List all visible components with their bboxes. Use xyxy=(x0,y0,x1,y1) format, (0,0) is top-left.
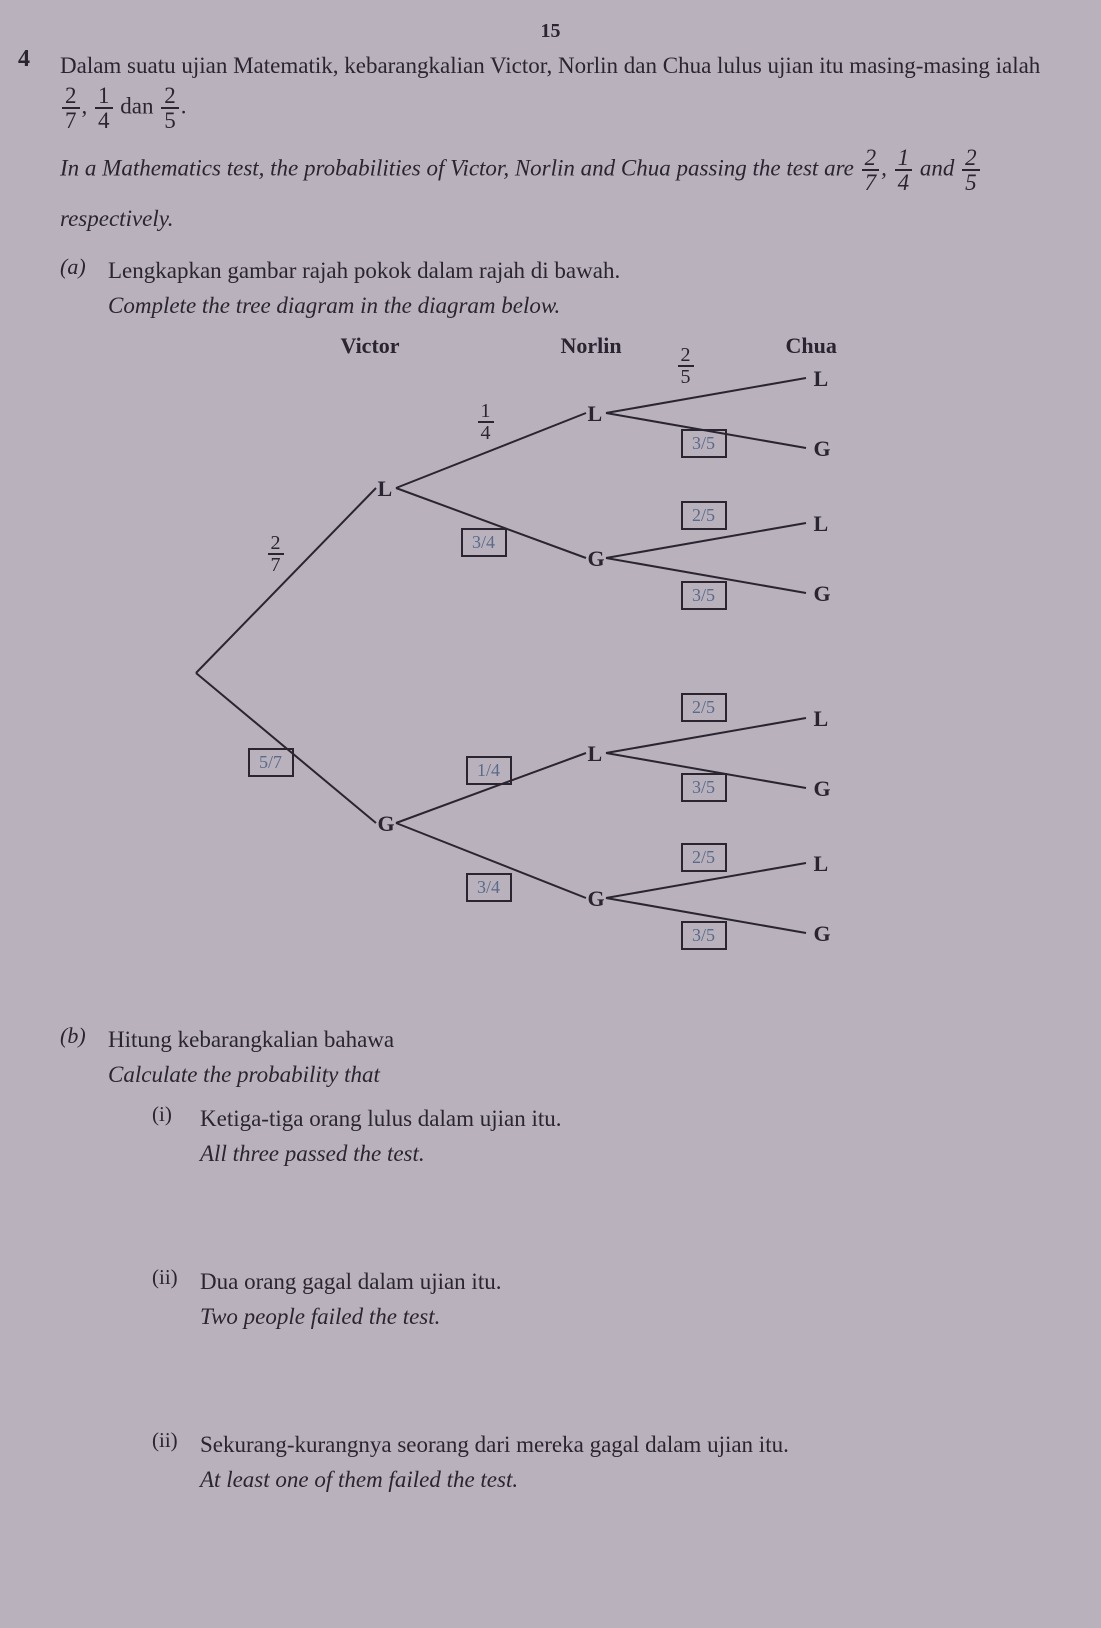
stem-ms: Dalam suatu ujian Matematik, kebarangkal… xyxy=(60,49,1051,132)
part-a: (a) Lengkapkan gambar rajah pokok dalam … xyxy=(60,254,1051,323)
ans-c7: 3/5 xyxy=(681,921,727,950)
page-number: 15 xyxy=(50,20,1051,43)
b-ii: (ii) Dua orang gagal dalam ujian itu. Tw… xyxy=(152,1265,1039,1334)
part-b: (b) Hitung kebarangkalian bahawa Calcula… xyxy=(60,1023,1051,1497)
question-body: Dalam suatu ujian Matematik, kebarangkal… xyxy=(60,49,1051,1497)
bii-en: Two people failed the test. xyxy=(200,1300,1027,1335)
part-a-ms: Lengkapkan gambar rajah pokok dalam raja… xyxy=(108,254,1039,289)
chua-5: L xyxy=(814,706,829,732)
chua-3: L xyxy=(814,511,829,537)
part-a-label: (a) xyxy=(60,254,104,280)
tree-diagram: Victor Norlin Chua xyxy=(166,333,946,973)
prob-victor-L: 2 7 xyxy=(268,533,284,575)
stem-ms-lead: Dalam suatu ujian Matematik, kebarangkal… xyxy=(60,53,1040,78)
stem-en-and: and xyxy=(920,155,955,180)
chua-6: G xyxy=(814,776,831,802)
victor-L: L xyxy=(378,476,393,502)
chua-7: L xyxy=(814,851,829,877)
part-b-items: (i) Ketiga-tiga orang lulus dalam ujian … xyxy=(108,1102,1039,1497)
norlin-LL: L xyxy=(588,401,603,427)
part-a-en: Complete the tree diagram in the diagram… xyxy=(108,289,1039,324)
stem-ms-and: dan xyxy=(120,93,153,118)
ans-c3: 3/5 xyxy=(681,581,727,610)
stem-en-tail: respectively. xyxy=(60,202,1051,237)
part-b-label: (b) xyxy=(60,1023,104,1049)
norlin-GL: L xyxy=(588,741,603,767)
frac-victor-en: 2 7 xyxy=(862,146,880,194)
question-number: 4 xyxy=(18,46,30,73)
ans-c4: 2/5 xyxy=(681,693,727,722)
frac-victor: 2 7 xyxy=(62,84,80,132)
biii-en: At least one of them failed the test. xyxy=(200,1463,1027,1498)
page: 15 4 Dalam suatu ujian Matematik, kebara… xyxy=(0,0,1101,1628)
norlin-LG: G xyxy=(588,546,605,572)
norlin-GG: G xyxy=(588,886,605,912)
tree-svg xyxy=(166,333,946,973)
chua-1: L xyxy=(814,366,829,392)
prob-chua-L: 2 5 xyxy=(678,345,694,387)
frac-chua-en: 2 5 xyxy=(962,146,980,194)
frac-norlin-en: 1 4 xyxy=(895,146,913,194)
ans-norlin-G-upper: 3/4 xyxy=(461,528,507,557)
stem-en: In a Mathematics test, the probabilities… xyxy=(60,146,1051,237)
ans-c2: 2/5 xyxy=(681,501,727,530)
b-iii: (ii) Sekurang-kurangnya seorang dari mer… xyxy=(152,1428,1039,1497)
biii-label: (ii) xyxy=(152,1428,196,1453)
ans-norlin-G-lower: 3/4 xyxy=(466,873,512,902)
b-i: (i) Ketiga-tiga orang lulus dalam ujian … xyxy=(152,1102,1039,1171)
ans-victor-G: 5/7 xyxy=(248,748,294,777)
chua-4: G xyxy=(814,581,831,607)
prob-norlin-L: 1 4 xyxy=(478,401,494,443)
bii-label: (ii) xyxy=(152,1265,196,1290)
frac-norlin: 1 4 xyxy=(95,84,113,132)
ans-c6: 2/5 xyxy=(681,843,727,872)
bi-en: All three passed the test. xyxy=(200,1137,1027,1172)
bi-label: (i) xyxy=(152,1102,196,1127)
part-b-en: Calculate the probability that xyxy=(108,1058,1039,1093)
bii-ms: Dua orang gagal dalam ujian itu. xyxy=(200,1265,1027,1300)
ans-c5: 3/5 xyxy=(681,773,727,802)
frac-chua: 2 5 xyxy=(161,84,179,132)
chua-2: G xyxy=(814,436,831,462)
biii-ms: Sekurang-kurangnya seorang dari mereka g… xyxy=(200,1428,1027,1463)
victor-G: G xyxy=(378,811,395,837)
stem-en-lead: In a Mathematics test, the probabilities… xyxy=(60,155,854,180)
chua-8: G xyxy=(814,921,831,947)
ans-norlin-L-lower: 1/4 xyxy=(466,756,512,785)
part-b-ms: Hitung kebarangkalian bahawa xyxy=(108,1023,1039,1058)
bi-ms: Ketiga-tiga orang lulus dalam ujian itu. xyxy=(200,1102,1027,1137)
ans-c1: 3/5 xyxy=(681,429,727,458)
